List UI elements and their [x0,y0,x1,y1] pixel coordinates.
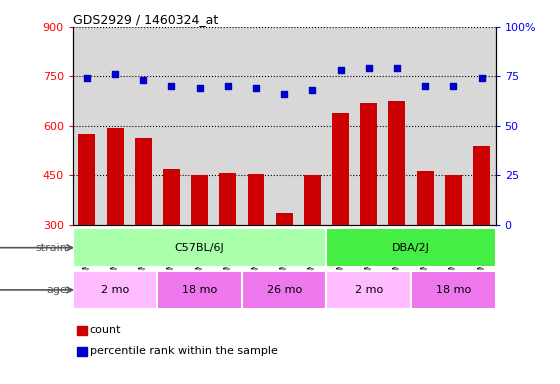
Bar [417,170,433,324]
Text: age: age [46,285,67,295]
Bar [157,271,242,309]
Text: 18 mo: 18 mo [182,285,217,295]
Bar [304,175,321,324]
Bar [411,271,496,309]
Point [336,67,345,73]
Bar [473,146,490,324]
Text: 26 mo: 26 mo [267,285,302,295]
Text: 2 mo: 2 mo [101,285,129,295]
Text: 2 mo: 2 mo [354,285,383,295]
Point [195,85,204,91]
Bar [106,128,124,324]
Point [364,65,373,71]
Point [82,75,91,81]
Bar [191,175,208,324]
Text: GDS2929 / 1460324_at: GDS2929 / 1460324_at [73,13,218,26]
Bar [220,173,236,324]
Text: strain: strain [35,243,67,253]
Point [167,83,176,89]
Bar [360,103,377,324]
Point [139,77,148,83]
Point [110,71,120,78]
Point [308,87,317,93]
Point [421,83,430,89]
Point [251,85,260,91]
Point [279,91,289,97]
Bar [332,113,349,324]
Bar [326,271,411,309]
Text: DBA/2J: DBA/2J [392,243,430,253]
Point [223,83,232,89]
Bar [248,174,264,324]
Point [477,75,486,81]
Bar [389,101,405,324]
Bar [135,138,152,324]
Bar [445,175,462,324]
Point [449,83,458,89]
Text: 18 mo: 18 mo [436,285,471,295]
Bar [163,169,180,324]
Point [393,65,402,71]
Bar [73,271,157,309]
Bar [276,213,293,324]
Bar [326,228,496,267]
Bar [73,228,326,267]
Text: percentile rank within the sample: percentile rank within the sample [90,346,277,356]
Bar [242,271,326,309]
Text: count: count [90,325,121,335]
Bar [78,134,95,324]
Text: C57BL/6J: C57BL/6J [175,243,225,253]
